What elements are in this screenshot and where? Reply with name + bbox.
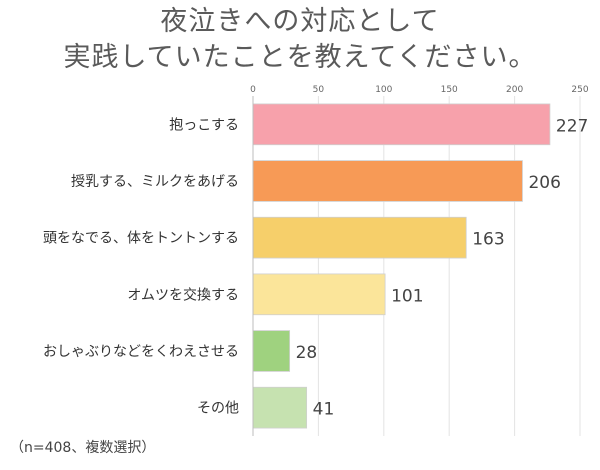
value-label: 101 bbox=[391, 286, 423, 306]
value-label: 41 bbox=[313, 400, 335, 420]
chart-title-line-1: 夜泣きへの対応として bbox=[160, 6, 440, 37]
value-label: 227 bbox=[556, 116, 588, 136]
bar bbox=[252, 330, 291, 372]
bar bbox=[252, 216, 467, 259]
chart-title: 夜泣きへの対応として 実践していたことを教えてください。 bbox=[0, 4, 600, 76]
bar bbox=[252, 160, 523, 202]
category-label: その他 bbox=[197, 401, 239, 417]
x-tick-label: 200 bbox=[506, 85, 523, 95]
x-tick-label: 0 bbox=[250, 85, 256, 95]
x-tick-label: 150 bbox=[441, 85, 458, 95]
category-label: おしゃぶりなどをくわえさせる bbox=[43, 344, 239, 360]
value-label: 206 bbox=[528, 173, 560, 193]
bar bbox=[252, 386, 308, 429]
bar bbox=[252, 103, 551, 146]
x-tick-label: 250 bbox=[571, 85, 588, 95]
bar bbox=[252, 273, 386, 316]
sample-note: （n=408、複数選択） bbox=[10, 440, 156, 456]
x-tick-label: 100 bbox=[375, 85, 392, 95]
category-label: 頭をなでる、体をトントンする bbox=[43, 231, 239, 247]
category-label: 授乳する、ミルクをあげる bbox=[71, 174, 239, 190]
category-label: 抱っこする bbox=[169, 117, 239, 133]
value-label: 28 bbox=[296, 343, 318, 363]
chart-title-line-2: 実践していたことを教えてください。 bbox=[63, 42, 537, 73]
category-label: オムツを交換する bbox=[127, 286, 239, 303]
x-tick-label: 50 bbox=[313, 85, 325, 95]
value-label: 163 bbox=[472, 230, 504, 250]
